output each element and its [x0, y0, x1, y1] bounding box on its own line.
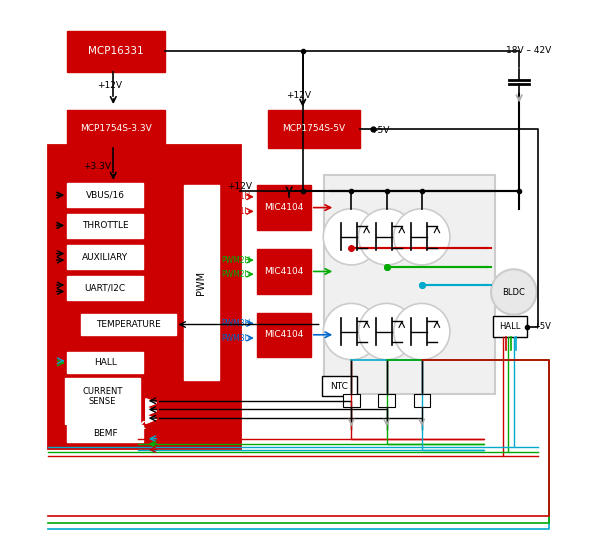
FancyBboxPatch shape — [65, 378, 140, 424]
Text: PWM2L: PWM2L — [221, 270, 249, 279]
FancyBboxPatch shape — [67, 351, 143, 373]
Text: MIC4104: MIC4104 — [264, 267, 304, 276]
Text: MIC4104: MIC4104 — [264, 203, 304, 212]
Text: +3.3V: +3.3V — [83, 162, 112, 171]
FancyBboxPatch shape — [67, 425, 143, 442]
FancyBboxPatch shape — [379, 394, 395, 407]
Text: PWM3L: PWM3L — [221, 333, 250, 343]
FancyBboxPatch shape — [184, 186, 219, 380]
Circle shape — [491, 269, 536, 315]
FancyBboxPatch shape — [67, 31, 164, 72]
Text: +12V: +12V — [227, 182, 252, 191]
Text: TEMPERATURE: TEMPERATURE — [96, 320, 161, 329]
Circle shape — [394, 209, 450, 265]
Polygon shape — [146, 415, 157, 424]
Circle shape — [394, 304, 450, 360]
Text: +12V: +12V — [97, 81, 122, 90]
Text: HALL: HALL — [499, 322, 521, 331]
Text: NTC: NTC — [330, 382, 348, 391]
Text: MIC4104: MIC4104 — [264, 330, 304, 339]
FancyBboxPatch shape — [67, 183, 143, 207]
FancyBboxPatch shape — [268, 110, 359, 147]
Text: BLDC: BLDC — [502, 288, 525, 296]
Text: 18V – 42V: 18V – 42V — [506, 46, 551, 54]
FancyBboxPatch shape — [325, 175, 495, 394]
Text: VBUS/16: VBUS/16 — [86, 190, 125, 199]
FancyBboxPatch shape — [413, 394, 430, 407]
FancyBboxPatch shape — [257, 186, 311, 230]
FancyBboxPatch shape — [67, 110, 164, 147]
FancyBboxPatch shape — [322, 376, 357, 397]
Text: AUXILIARY: AUXILIARY — [82, 252, 128, 262]
Text: PWM1H: PWM1H — [221, 192, 251, 201]
Text: THROTTLE: THROTTLE — [82, 221, 128, 230]
FancyBboxPatch shape — [343, 394, 359, 407]
Text: PWM2H: PWM2H — [221, 256, 251, 264]
FancyBboxPatch shape — [67, 245, 143, 269]
Circle shape — [358, 209, 415, 265]
Text: +5V: +5V — [370, 126, 390, 135]
Circle shape — [323, 304, 380, 360]
Text: MCP1754S-3.3V: MCP1754S-3.3V — [80, 124, 152, 133]
Text: HALL: HALL — [94, 358, 116, 367]
FancyBboxPatch shape — [49, 145, 241, 448]
Text: UART/I2C: UART/I2C — [85, 283, 126, 293]
Polygon shape — [146, 399, 157, 407]
Text: MCP16331: MCP16331 — [88, 46, 144, 56]
Text: +12V: +12V — [286, 90, 311, 100]
Polygon shape — [146, 407, 157, 416]
FancyBboxPatch shape — [257, 249, 311, 294]
FancyBboxPatch shape — [257, 313, 311, 357]
Text: PWM: PWM — [196, 271, 206, 295]
Text: PWM1L: PWM1L — [221, 207, 249, 216]
Text: BEMF: BEMF — [93, 429, 118, 438]
FancyBboxPatch shape — [493, 317, 527, 337]
FancyBboxPatch shape — [67, 276, 143, 300]
FancyBboxPatch shape — [67, 214, 143, 238]
Text: CURRENT
SENSE: CURRENT SENSE — [82, 387, 122, 406]
FancyBboxPatch shape — [81, 314, 176, 335]
Circle shape — [358, 304, 415, 360]
Circle shape — [323, 209, 380, 265]
Text: MCP1754S-5V: MCP1754S-5V — [282, 124, 345, 133]
Text: PWM3H: PWM3H — [221, 319, 251, 328]
Text: dsPIC33CK: dsPIC33CK — [80, 421, 146, 431]
Text: +5V: +5V — [533, 322, 551, 331]
